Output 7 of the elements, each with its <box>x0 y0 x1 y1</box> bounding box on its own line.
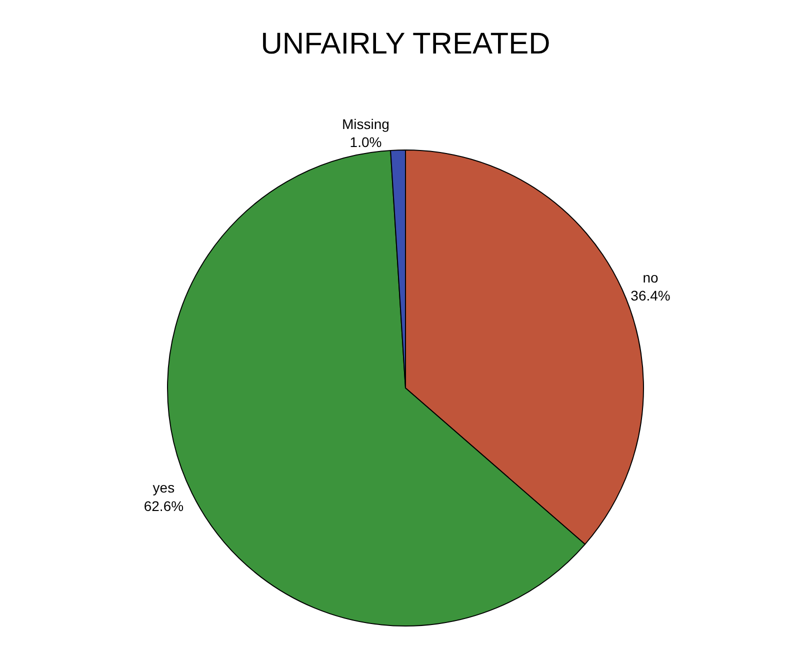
slice-label: no <box>642 269 659 286</box>
chart-title: UNFAIRLY TREATED <box>260 27 550 60</box>
data-label: 1.0% <box>350 134 382 150</box>
slice-label: yes <box>152 480 175 496</box>
data-label: 36.4% <box>630 288 670 304</box>
slice-label: Missing <box>342 116 390 132</box>
data-label: 62.6% <box>144 498 184 514</box>
